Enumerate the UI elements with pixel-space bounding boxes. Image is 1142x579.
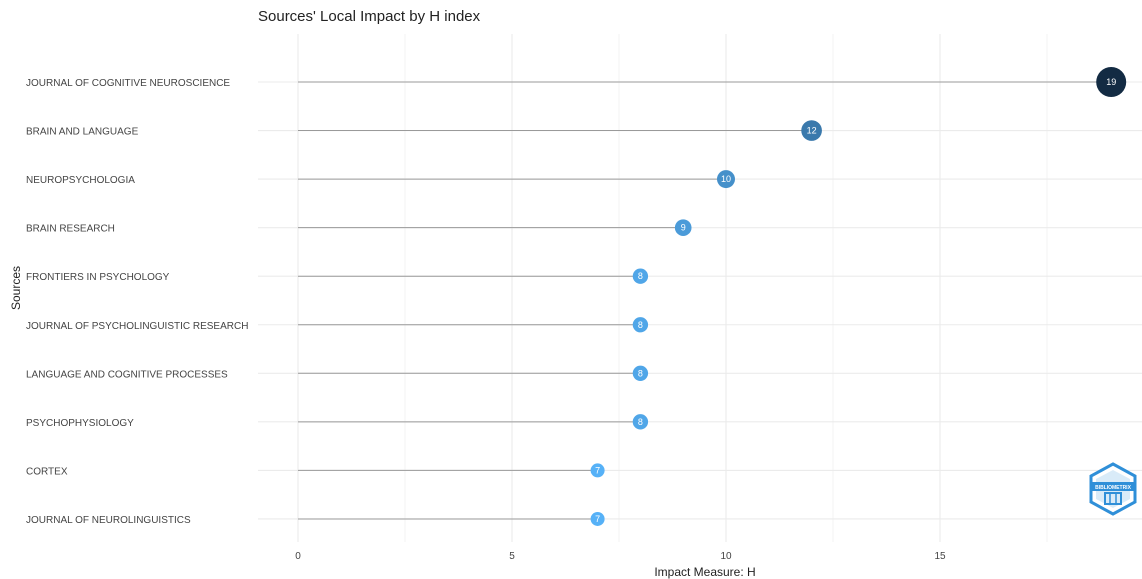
lollipop-point (590, 511, 605, 526)
x-tick-label: 15 (934, 551, 946, 562)
point-value-label: 19 (1106, 77, 1116, 87)
y-tick-label: JOURNAL OF NEUROLINGUISTICS (26, 515, 191, 526)
lollipop-point (590, 463, 605, 478)
lollipop-point (1096, 67, 1127, 97)
point-value-label: 10 (721, 174, 731, 184)
lollipop-point (632, 317, 649, 333)
y-tick-label: LANGUAGE AND COGNITIVE PROCESSES (26, 369, 228, 380)
lollipop-point (632, 414, 649, 430)
x-tick-label: 0 (295, 551, 301, 562)
lollipop-point (801, 120, 822, 141)
bibliometrix-logo-icon: BIBLIOMETRIX (1088, 462, 1138, 516)
x-tick-label: 5 (509, 551, 515, 562)
lollipop-point (674, 219, 692, 236)
y-tick-label: JOURNAL OF PSYCHOLINGUISTIC RESEARCH (26, 321, 248, 332)
y-tick-label: JOURNAL OF COGNITIVE NEUROSCIENCE (26, 78, 230, 89)
point-value-label: 7 (595, 465, 600, 475)
svg-text:BIBLIOMETRIX: BIBLIOMETRIX (1095, 485, 1131, 491)
lollipop-point (717, 170, 735, 189)
lollipop-points: 19 12 10 9 8 8 8 8 7 7 (590, 67, 1127, 526)
y-tick-label: BRAIN AND LANGUAGE (26, 127, 139, 138)
x-axis-title: Impact Measure: H (654, 565, 756, 579)
x-tick-label: 10 (720, 551, 732, 562)
point-value-label: 8 (638, 368, 643, 378)
point-value-label: 9 (681, 223, 686, 233)
y-axis-title: Sources (9, 265, 23, 311)
point-value-label: 8 (638, 271, 643, 281)
point-value-label: 8 (638, 417, 643, 427)
y-tick-label: NEUROPSYCHOLOGIA (26, 175, 135, 186)
y-tick-label: BRAIN RESEARCH (26, 224, 115, 235)
grid-lines (258, 34, 1142, 542)
chart-title: Sources' Local Impact by H index (258, 8, 481, 25)
y-tick-label: PSYCHOPHYSIOLOGY (26, 418, 134, 429)
point-value-label: 7 (595, 514, 600, 524)
lollipop-point (632, 365, 649, 381)
y-tick-label: FRONTIERS IN PSYCHOLOGY (26, 272, 170, 283)
lollipop-point (632, 268, 649, 284)
y-tick-label: CORTEX (26, 466, 68, 477)
point-value-label: 12 (807, 126, 817, 136)
lollipop-stems (298, 81, 1112, 520)
x-tick-labels: 0 5 10 15 (295, 551, 946, 562)
point-value-label: 8 (638, 320, 643, 330)
y-tick-labels: JOURNAL OF COGNITIVE NEUROSCIENCE BRAIN A… (26, 78, 248, 526)
